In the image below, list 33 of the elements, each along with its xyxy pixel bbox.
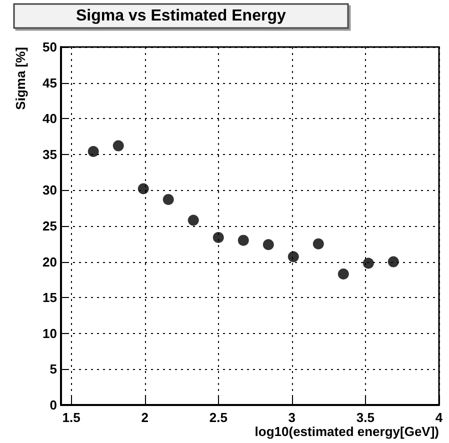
y-tick-label: 5 bbox=[50, 362, 57, 377]
point bbox=[88, 146, 99, 158]
point bbox=[388, 256, 399, 268]
point bbox=[288, 251, 299, 262]
y-tick-label: 20 bbox=[42, 254, 57, 270]
x-axis-title: log10(estimated energy[GeV]) bbox=[254, 424, 439, 439]
point bbox=[312, 238, 324, 250]
y-tick-label: 10 bbox=[42, 326, 57, 341]
y-tick-label: 30 bbox=[42, 182, 57, 198]
x-tick-label: 4 bbox=[435, 410, 444, 425]
x-tick-label: 2 bbox=[141, 410, 148, 425]
point bbox=[238, 234, 249, 246]
point bbox=[262, 239, 274, 250]
point bbox=[138, 183, 149, 194]
x-tick-label: 3 bbox=[288, 410, 296, 425]
chart-title: Sigma vs Estimated Energy bbox=[76, 8, 286, 24]
y-axis-title: Sigma [%] bbox=[13, 47, 28, 110]
point bbox=[112, 140, 124, 152]
y-tick-label: 0 bbox=[50, 398, 57, 412]
y-tick-label: 45 bbox=[42, 75, 57, 90]
y-tick-label: 15 bbox=[42, 290, 57, 306]
y-tick-label: 50 bbox=[42, 40, 57, 54]
point bbox=[162, 194, 174, 206]
point bbox=[212, 232, 224, 243]
y-tick-label: 25 bbox=[42, 218, 57, 234]
point bbox=[338, 268, 349, 280]
y-tick-label: 35 bbox=[42, 146, 57, 162]
x-tick-label: 2.5 bbox=[209, 410, 228, 425]
point bbox=[362, 258, 374, 269]
point bbox=[188, 214, 199, 226]
x-tick-label: 1.5 bbox=[62, 410, 80, 425]
x-tick-label: 3.5 bbox=[356, 410, 374, 425]
y-tick-label: 40 bbox=[42, 111, 57, 126]
